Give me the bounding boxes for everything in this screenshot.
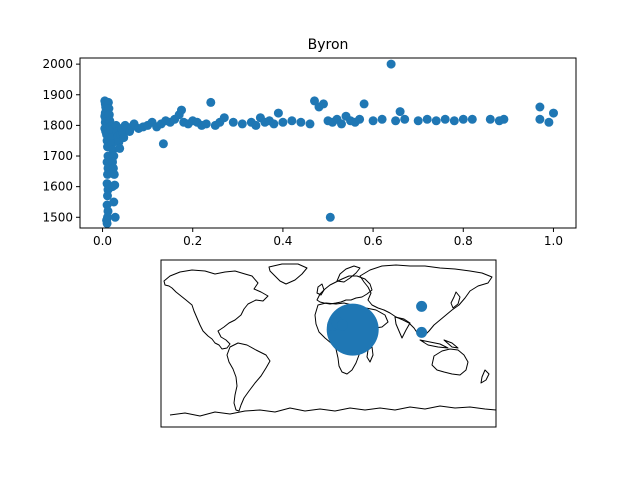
- map-marker: [416, 300, 428, 312]
- scatter-points: [100, 59, 558, 228]
- scatter-point: [110, 180, 120, 190]
- x-tick-label: 0.0: [93, 234, 112, 248]
- y-tick-label: 1600: [42, 180, 73, 194]
- scatter-point: [109, 197, 119, 207]
- x-tick-label: 0.6: [364, 234, 383, 248]
- scatter-point: [251, 120, 261, 130]
- new-zealand-outline: [480, 369, 490, 384]
- scatter-point: [458, 114, 468, 124]
- scatter-point: [158, 139, 168, 149]
- map-markers: [326, 300, 428, 356]
- scatter-point: [485, 114, 495, 124]
- x-tick-label: 0.8: [454, 234, 473, 248]
- scatter-point: [391, 116, 401, 126]
- scatter-point: [535, 102, 545, 112]
- scatter-point: [110, 212, 120, 222]
- x-tick-label: 0.2: [183, 234, 202, 248]
- scatter-point: [269, 119, 279, 129]
- north-america-outline: [163, 269, 269, 350]
- world-map: [160, 259, 497, 428]
- uk-outline: [316, 283, 325, 296]
- scatter-point: [201, 119, 211, 129]
- scatter-point: [296, 117, 306, 127]
- south-america-outline: [226, 342, 271, 412]
- scatter-point: [119, 133, 129, 143]
- scatter-point: [319, 99, 328, 109]
- scatter-point: [395, 107, 405, 117]
- scatter-point: [549, 108, 558, 118]
- scatter-point: [499, 114, 509, 124]
- map-marker: [416, 326, 428, 338]
- y-tick-label: 1500: [42, 210, 73, 224]
- scatter-point: [368, 116, 378, 126]
- australia-outline: [431, 348, 469, 376]
- map-marker: [326, 303, 379, 356]
- scatter-point: [103, 191, 112, 201]
- scatter-point: [544, 117, 554, 127]
- india-outline: [394, 316, 411, 339]
- scatter-point: [177, 105, 186, 115]
- scatter-point: [467, 114, 477, 124]
- scatter-point: [103, 169, 112, 179]
- scatter-point: [325, 212, 335, 222]
- x-axis-ticks: 0.0 0.2 0.4 0.6 0.8 1.0: [93, 228, 563, 248]
- scandinavia-outline: [336, 265, 361, 283]
- y-tick-label: 2000: [42, 57, 73, 71]
- x-tick-label: 0.4: [273, 234, 292, 248]
- scatter-point: [305, 119, 315, 129]
- scatter-point: [278, 117, 288, 127]
- scatter-point: [440, 114, 450, 124]
- scatter-point: [535, 114, 545, 124]
- scatter-axes-frame: [79, 57, 577, 229]
- antarctica-outline: [169, 405, 496, 417]
- scatter-point: [273, 108, 283, 118]
- y-tick-label: 1900: [42, 88, 73, 102]
- scatter-point: [413, 116, 423, 126]
- scatter-point: [206, 97, 216, 107]
- scatter-point: [359, 99, 369, 109]
- chart-title: Byron: [308, 37, 349, 53]
- japan-outline: [450, 291, 461, 309]
- scatter-point: [237, 119, 247, 129]
- greenland-outline: [268, 263, 308, 285]
- scatter-point: [219, 113, 229, 123]
- y-tick-label: 1700: [42, 149, 73, 163]
- asia-outline: [359, 264, 493, 337]
- scatter-point: [449, 116, 459, 126]
- y-axis-ticks: 1500 1600 1700 1800 1900 2000: [42, 57, 80, 224]
- scatter-point: [431, 116, 441, 126]
- scatter-point: [337, 119, 346, 129]
- scatter-point: [287, 116, 297, 126]
- scatter-point: [386, 59, 396, 69]
- map-marker: [337, 319, 348, 331]
- map-frame: [160, 259, 497, 428]
- scatter-point: [228, 117, 238, 127]
- scatter-point: [109, 169, 119, 179]
- y-tick-label: 1800: [42, 118, 73, 132]
- scatter-point: [377, 114, 387, 124]
- scatter-point: [115, 143, 125, 153]
- x-tick-label: 1.0: [544, 234, 563, 248]
- scatter-point: [355, 114, 365, 124]
- scatter-point: [422, 114, 432, 124]
- scatter-point: [102, 218, 112, 228]
- indonesia-outline: [419, 339, 459, 349]
- scatter-point: [400, 114, 410, 124]
